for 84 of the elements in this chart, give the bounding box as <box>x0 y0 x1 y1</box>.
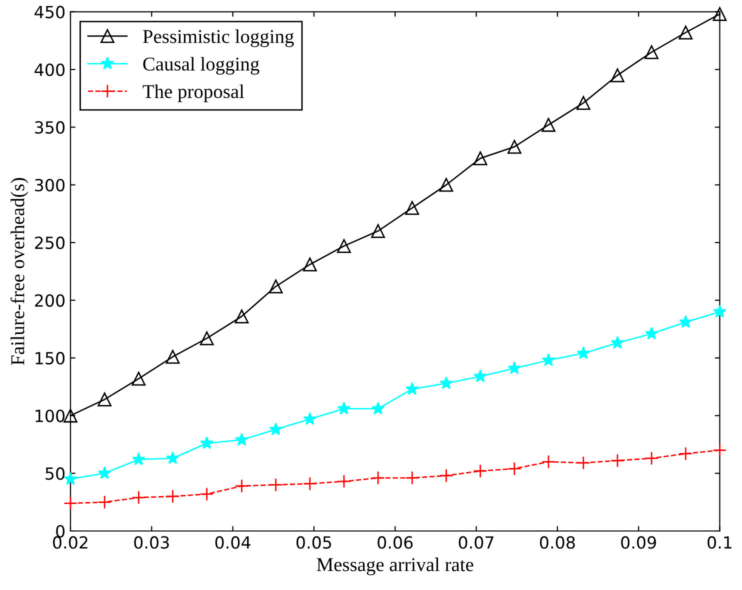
point <box>440 376 453 390</box>
point <box>679 315 692 328</box>
point <box>610 336 624 349</box>
point <box>166 489 180 504</box>
y-tick-label: 250 <box>35 236 65 250</box>
y-tick-label: 400 <box>34 63 65 76</box>
y-tick-label: 450 <box>34 6 65 18</box>
point <box>542 454 556 469</box>
point <box>132 452 146 466</box>
point <box>302 476 317 491</box>
point <box>507 140 522 154</box>
point <box>474 369 487 382</box>
point <box>98 466 112 480</box>
point <box>405 470 420 485</box>
point <box>234 309 249 324</box>
point <box>98 392 112 406</box>
point <box>200 487 214 502</box>
point <box>234 479 249 493</box>
point <box>132 490 146 504</box>
x-tick-label: 0.05 <box>296 536 332 549</box>
legend-label: Pessimistic logging <box>142 29 294 48</box>
point <box>542 118 556 132</box>
point <box>576 96 590 110</box>
x-tick-label: 0.03 <box>134 536 169 549</box>
point <box>132 372 146 386</box>
x-axis-title: Message arrival rate <box>316 558 474 576</box>
y-tick-label: 100 <box>36 410 65 422</box>
point <box>439 178 454 192</box>
point <box>371 402 385 414</box>
point <box>644 451 659 466</box>
legend-label: Causal logging <box>143 56 260 75</box>
point <box>542 353 556 366</box>
point <box>371 470 386 485</box>
point <box>610 68 624 82</box>
x-tick-label: 0.02 <box>53 536 88 549</box>
y-tick-label: 200 <box>35 294 65 307</box>
point <box>337 402 351 414</box>
x-tick-label: 0.1 <box>708 536 732 549</box>
point <box>268 279 283 294</box>
point <box>713 304 726 318</box>
x-tick-label: 0.06 <box>378 536 413 549</box>
point <box>268 478 283 492</box>
point <box>439 468 454 483</box>
point <box>337 239 351 253</box>
point <box>473 151 488 166</box>
y-tick-label: 0 <box>56 524 65 538</box>
point <box>337 474 351 488</box>
point <box>678 446 693 461</box>
x-tick-label: 0.07 <box>458 536 494 549</box>
y-tick-label: 50 <box>46 467 65 480</box>
point <box>473 464 488 478</box>
point <box>712 443 727 458</box>
point <box>235 432 248 446</box>
point <box>406 382 419 395</box>
y-tick-label: 300 <box>35 178 65 192</box>
x-tick-label: 0.04 <box>215 536 250 549</box>
point <box>64 472 78 485</box>
point <box>269 422 282 436</box>
point <box>98 495 112 510</box>
point <box>166 451 180 464</box>
point <box>610 454 624 468</box>
point <box>712 7 727 22</box>
point <box>166 350 180 364</box>
point <box>405 200 420 215</box>
point <box>64 496 78 510</box>
point <box>576 346 590 360</box>
legend-label: The proposal <box>142 84 244 102</box>
point <box>302 258 317 272</box>
point <box>508 361 522 374</box>
point <box>507 462 522 476</box>
point <box>303 412 317 425</box>
point <box>371 224 386 238</box>
point <box>200 436 214 450</box>
x-tick-label: 0.08 <box>540 536 575 549</box>
y-tick-label: 150 <box>36 352 65 364</box>
y-axis-title: Failure-free overhead(s) <box>10 178 28 366</box>
point <box>644 45 659 60</box>
point <box>200 331 214 346</box>
x-tick-label: 0.09 <box>621 536 656 549</box>
point <box>576 456 590 470</box>
point <box>678 26 693 40</box>
y-tick-label: 350 <box>35 121 65 134</box>
point <box>64 408 78 423</box>
point <box>644 326 658 340</box>
